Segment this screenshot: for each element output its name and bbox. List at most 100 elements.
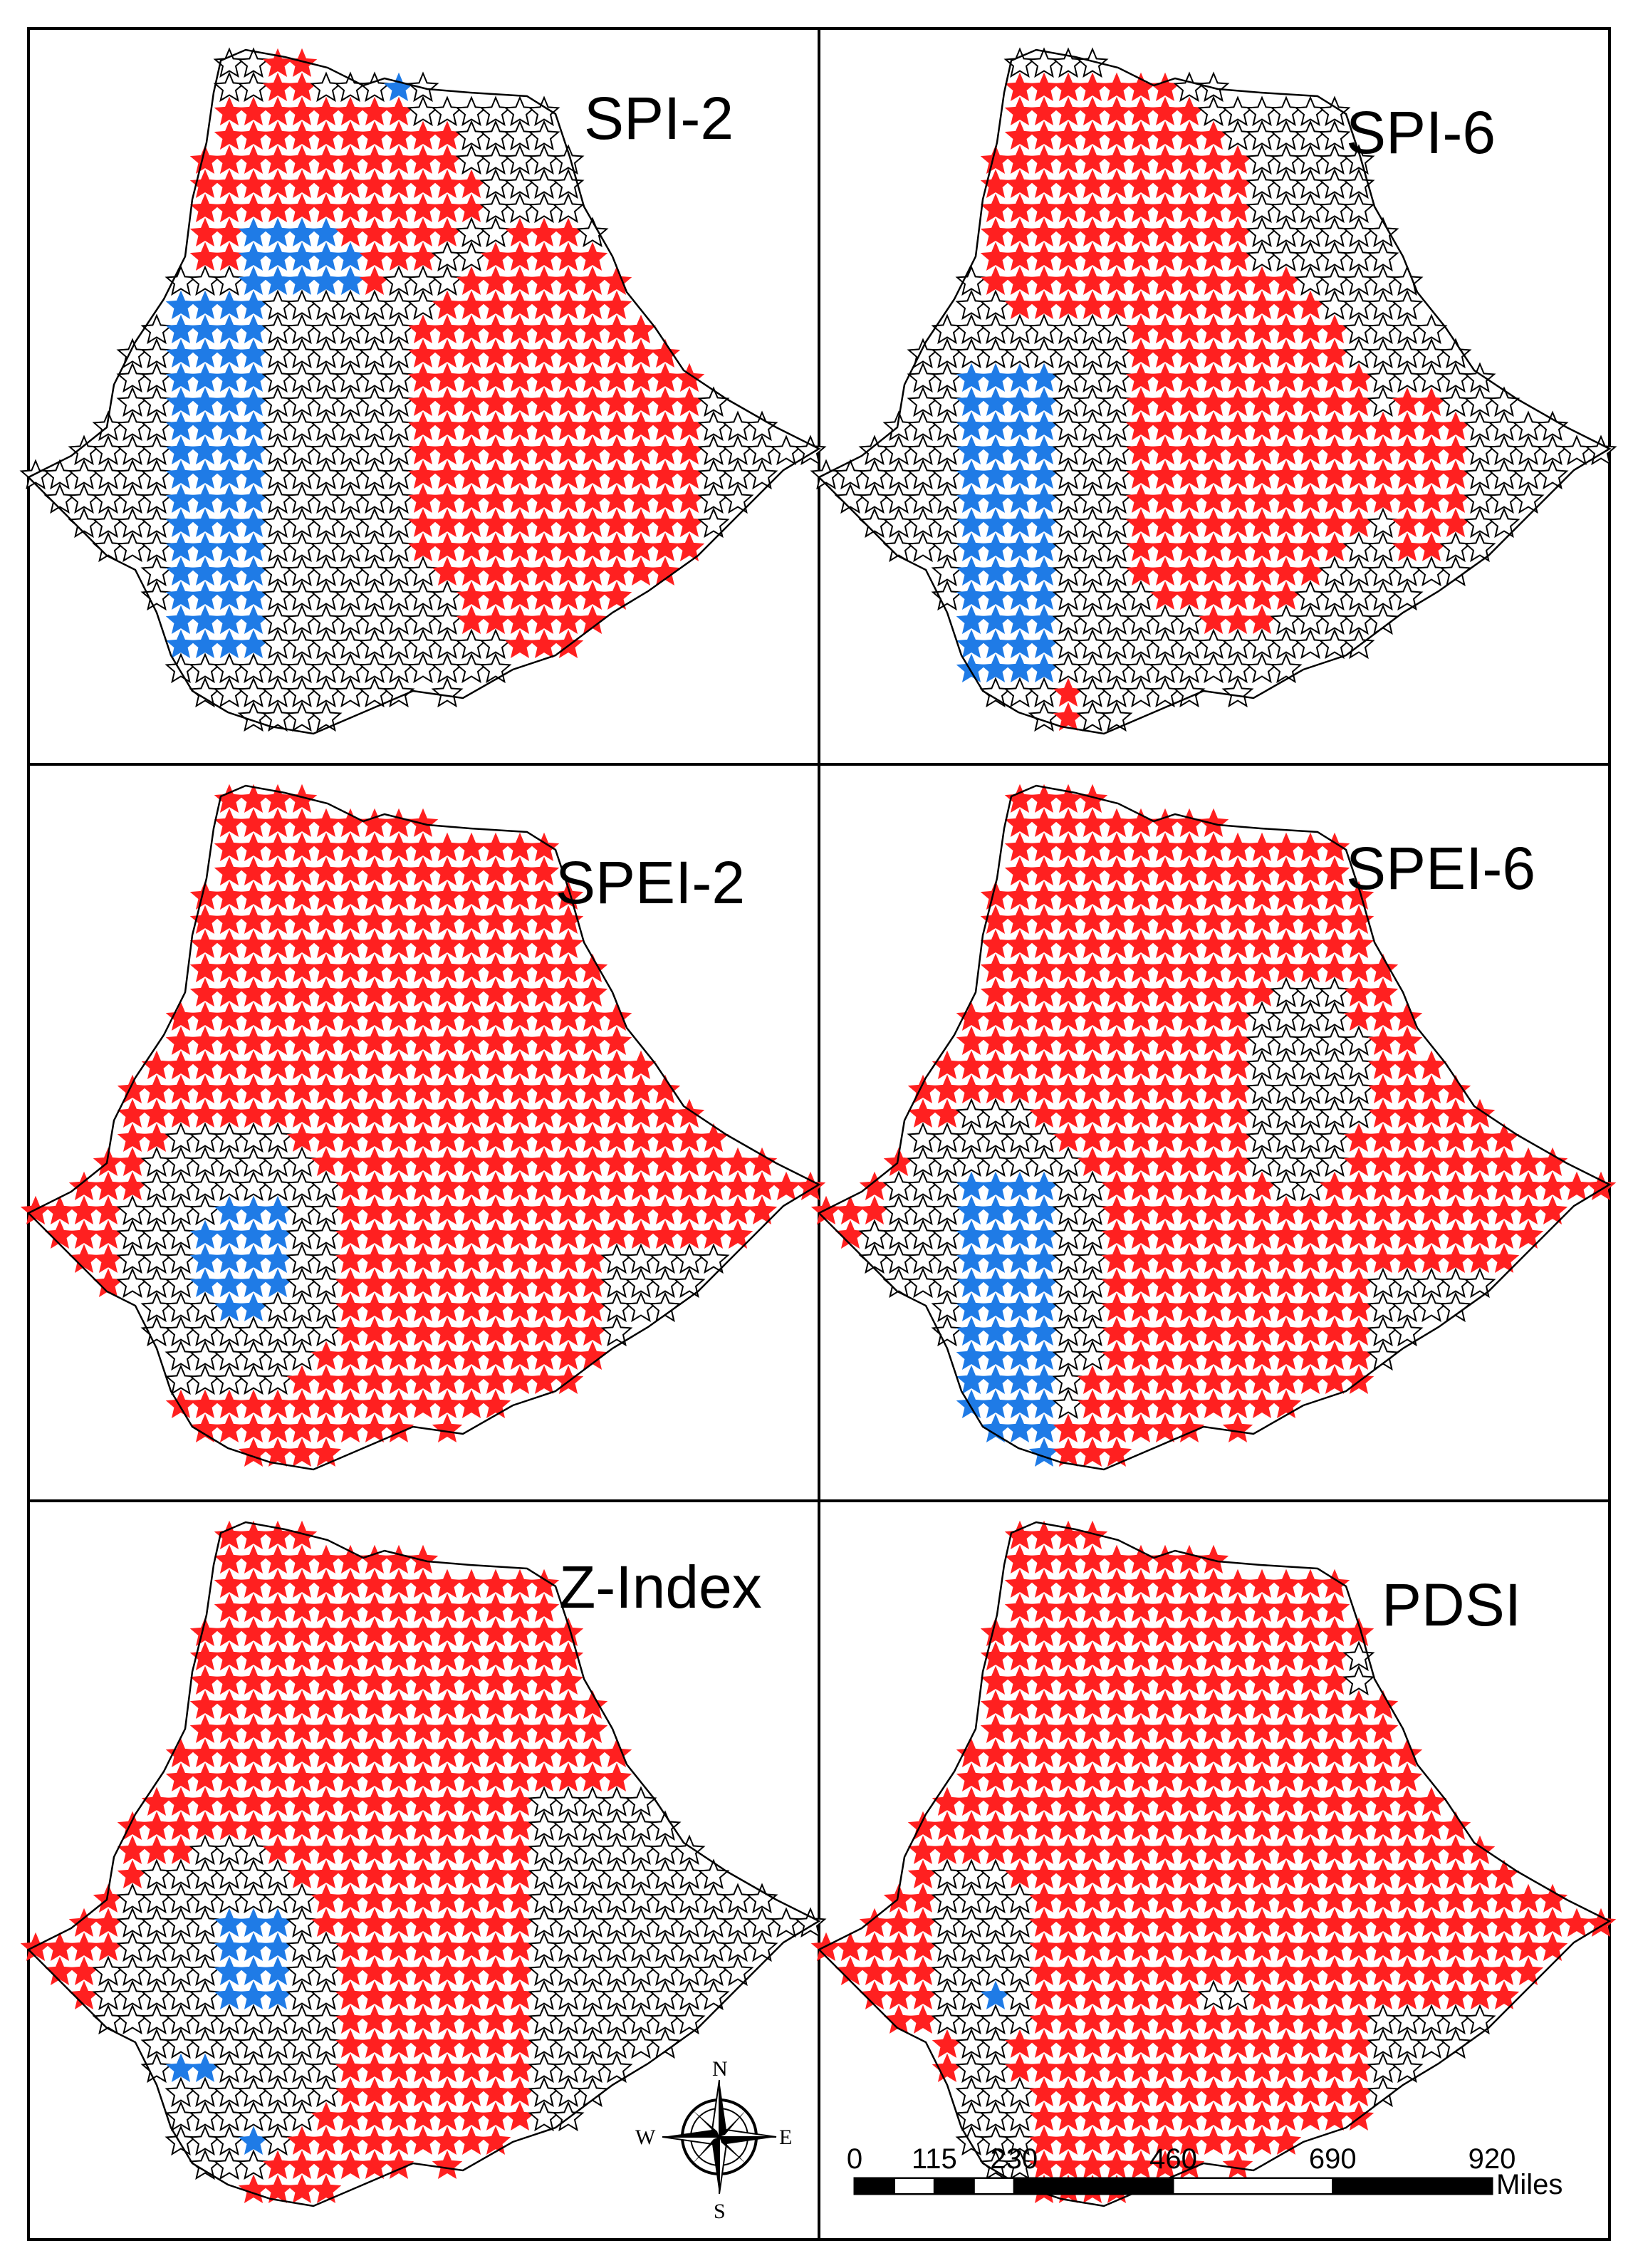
star-marker-red (1125, 1365, 1157, 1395)
star-marker-red (504, 1714, 536, 1744)
star-marker-red (214, 1026, 245, 1056)
star-marker-red (1222, 1002, 1253, 1031)
star-marker-blue (1004, 435, 1036, 465)
star-marker-red (1125, 1268, 1157, 1298)
star-marker-hollow (237, 1364, 270, 1395)
star-marker-red (1053, 832, 1084, 862)
star-marker-red (601, 411, 632, 441)
star-marker-red (1246, 1244, 1278, 1274)
star-marker-red (383, 1171, 414, 1201)
star-marker-red (553, 1002, 584, 1031)
star-marker-red (1149, 96, 1181, 126)
star-marker-red (883, 1956, 914, 1986)
star-marker-red (1077, 1050, 1108, 1080)
star-marker-red (311, 856, 342, 886)
star-marker-red (456, 1002, 487, 1031)
star-marker-red (1246, 363, 1278, 392)
star-marker-red (311, 1762, 342, 1792)
star-marker-red (625, 1195, 657, 1225)
star-marker-red (335, 2053, 366, 2083)
star-marker-red (650, 508, 681, 538)
star-marker-red (311, 2101, 342, 2131)
star-marker-red (577, 977, 608, 1007)
star-marker-red (650, 338, 681, 368)
star-marker-hollow (1294, 628, 1327, 660)
star-marker-red (1028, 856, 1060, 886)
star-marker-red (1149, 72, 1181, 102)
star-marker-red (480, 1219, 511, 1249)
star-marker-red (1053, 1026, 1084, 1056)
star-marker-red (1222, 856, 1253, 886)
star-marker-red (1367, 1714, 1399, 1744)
star-marker-red (1513, 1195, 1544, 1225)
star-marker-blue (980, 1219, 1011, 1249)
star-marker-hollow (955, 2125, 988, 2156)
star-marker-red (1198, 1292, 1229, 1322)
star-marker-hollow (1342, 192, 1375, 224)
star-marker-red (1246, 1908, 1278, 1937)
star-marker-blue (1028, 605, 1060, 635)
star-marker-hollow (770, 435, 803, 466)
star-marker-red (286, 856, 318, 886)
star-marker-red (1295, 832, 1326, 862)
star-marker-red (480, 2053, 511, 2083)
star-marker-red (335, 1098, 366, 1128)
star-marker-red (262, 1786, 293, 1816)
star-marker-red (311, 1050, 342, 1080)
star-marker-red (238, 1786, 269, 1816)
star-marker-red (859, 1908, 890, 1937)
star-marker-red (1028, 1617, 1060, 1647)
star-marker-blue (956, 653, 987, 683)
star-marker-red (456, 977, 487, 1007)
star-marker-red (601, 1074, 632, 1104)
star-marker-red (1222, 1341, 1253, 1370)
star-marker-red (1295, 1244, 1326, 1274)
star-marker-red (68, 1932, 100, 1962)
star-marker-red (907, 1908, 939, 1937)
star-marker-blue (262, 1956, 293, 1986)
star-marker-red (286, 48, 318, 78)
star-marker-red (1077, 1980, 1108, 2010)
star-marker-blue (980, 363, 1011, 392)
star-marker-red (1101, 1098, 1132, 1128)
star-marker-hollow (1221, 677, 1254, 708)
star-marker-red (456, 387, 487, 417)
star-marker-red (480, 953, 511, 983)
star-marker-red (1295, 2029, 1326, 2059)
star-marker-red (577, 484, 608, 514)
star-marker-red (1222, 241, 1253, 271)
star-marker-red (1101, 266, 1132, 296)
star-marker-red (1101, 1908, 1132, 1937)
star-marker-red (577, 435, 608, 465)
star-marker-red (1198, 145, 1229, 175)
star-marker-red (1416, 459, 1447, 489)
star-marker-red (1513, 1171, 1544, 1201)
scale-bar-tick-label: 115 (912, 2143, 957, 2175)
star-marker-red (1271, 266, 1302, 296)
star-marker-red (1319, 1316, 1350, 1346)
star-marker-red (1367, 1147, 1399, 1177)
star-marker-red (1271, 2077, 1302, 2107)
star-marker-red (480, 1932, 511, 1962)
star-marker-red (456, 1690, 487, 1720)
star-marker-red (504, 929, 536, 959)
star-marker-red (383, 1244, 414, 1274)
star-marker-red (1416, 411, 1447, 441)
star-marker-red (335, 1074, 366, 1104)
star-marker-red (1440, 1195, 1471, 1225)
star-marker-red (456, 1292, 487, 1322)
star-marker-red (262, 145, 293, 175)
star-marker-red (528, 1171, 560, 1201)
star-marker-red (1101, 1244, 1132, 1274)
star-marker-red (1222, 411, 1253, 441)
star-marker-hollow (213, 265, 246, 296)
star-marker-red (1028, 266, 1060, 296)
star-marker-red (1198, 266, 1229, 296)
star-marker-red (1295, 1714, 1326, 1744)
star-marker-red (1585, 1908, 1617, 1937)
star-marker-hollow (407, 289, 439, 321)
star-marker-red (1198, 1244, 1229, 1274)
star-marker-red (456, 1593, 487, 1623)
star-marker-red (1246, 1641, 1278, 1671)
star-marker-red (577, 387, 608, 417)
